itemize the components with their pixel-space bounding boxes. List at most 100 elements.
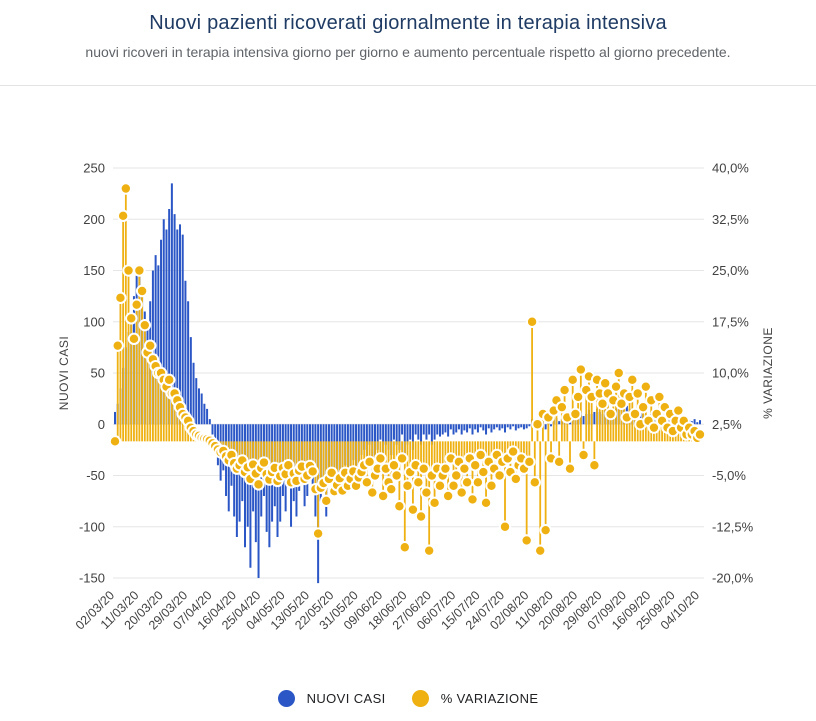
bar-nuovi-casi xyxy=(173,214,176,425)
svg-text:200: 200 xyxy=(83,212,105,227)
dot-variazione xyxy=(162,373,176,387)
bar-nuovi-casi xyxy=(479,424,482,428)
dot-variazione xyxy=(395,452,409,465)
dot-variazione xyxy=(376,489,390,503)
dot-variazione xyxy=(477,465,490,479)
bar-nuovi-casi xyxy=(390,424,393,455)
dot-variazione xyxy=(672,404,685,417)
dot-variazione xyxy=(138,318,151,332)
bar-nuovi-casi xyxy=(162,219,165,425)
dot-variazione xyxy=(609,380,623,393)
bar-nuovi-casi xyxy=(558,421,561,425)
svg-text:-100: -100 xyxy=(79,519,105,534)
svg-text:-12,5%: -12,5% xyxy=(712,519,754,534)
bar-nuovi-casi xyxy=(374,424,376,455)
dot-variazione xyxy=(458,462,471,475)
bar-nuovi-casi xyxy=(525,424,528,429)
dot-variazione xyxy=(417,462,430,475)
dot-variazione xyxy=(599,377,612,390)
dot-variazione xyxy=(479,496,493,510)
dot-variazione xyxy=(569,407,582,421)
bar-nuovi-casi xyxy=(176,229,179,425)
bar-nuovi-casi xyxy=(168,209,171,425)
bar-nuovi-casi xyxy=(409,424,412,440)
bar-nuovi-casi xyxy=(693,419,696,425)
dot-variazione xyxy=(125,312,138,325)
nuovi-casi-swatch-icon xyxy=(277,689,295,707)
bar-nuovi-casi xyxy=(249,424,252,568)
dot-variazione xyxy=(257,456,271,469)
bar-nuovi-casi xyxy=(452,424,455,435)
bar-nuovi-casi xyxy=(195,378,198,425)
bar-nuovi-casi xyxy=(449,424,452,430)
bar-nuovi-casi xyxy=(550,424,553,427)
dot-variazione xyxy=(509,472,523,486)
bar-nuovi-casi xyxy=(495,424,498,428)
dot-variazione xyxy=(127,332,141,346)
bar-nuovi-casi xyxy=(154,255,157,425)
bar-nuovi-casi xyxy=(417,424,420,440)
dot-variazione xyxy=(612,366,625,380)
bar-nuovi-casi xyxy=(444,424,447,433)
bar-nuovi-casi xyxy=(485,424,488,435)
dot-variazione xyxy=(471,476,485,489)
legend-item-variazione: % VARIAZIONE xyxy=(411,689,539,707)
dot-variazione xyxy=(252,478,265,491)
svg-text:150: 150 xyxy=(83,263,105,278)
bar-nuovi-casi xyxy=(501,424,504,429)
dot-variazione xyxy=(108,435,122,448)
bar-nuovi-casi xyxy=(422,424,425,435)
bar-nuovi-casi xyxy=(360,424,363,455)
svg-text:25,0%: 25,0% xyxy=(712,263,749,278)
dot-variazione xyxy=(135,284,149,298)
dot-variazione xyxy=(693,428,707,441)
dot-variazione xyxy=(639,380,653,393)
bar-nuovi-casi xyxy=(197,388,200,425)
bar-nuovi-casi xyxy=(471,424,474,435)
bar-nuovi-casi xyxy=(476,424,479,433)
bar-nuovi-casi xyxy=(455,424,458,433)
chart-legend: NUOVI CASI % VARIAZIONE xyxy=(0,683,816,713)
dot-variazione xyxy=(374,452,387,465)
page-subtitle: nuovi ricoveri in terapia intensiva gior… xyxy=(85,44,731,60)
bar-nuovi-casi xyxy=(200,393,203,425)
dot-variazione xyxy=(385,482,398,496)
dot-variazione xyxy=(520,534,533,547)
legend-item-nuovi-casi: NUOVI CASI xyxy=(277,689,386,707)
bar-nuovi-casi xyxy=(466,424,469,433)
bar-nuovi-casi xyxy=(363,424,366,450)
dot-variazione xyxy=(636,400,650,414)
dot-variazione xyxy=(320,494,333,507)
bar-nuovi-casi xyxy=(498,424,501,431)
bar-nuovi-casi xyxy=(430,424,433,445)
bar-nuovi-casi xyxy=(401,424,404,435)
dot-variazione xyxy=(647,421,661,434)
legend-label-nuovi-casi: NUOVI CASI xyxy=(306,690,386,706)
dot-variazione xyxy=(422,544,436,557)
dot-variazione xyxy=(604,407,617,421)
svg-text:250: 250 xyxy=(83,161,105,176)
bar-nuovi-casi xyxy=(157,265,160,425)
svg-text:2,5%: 2,5% xyxy=(712,417,742,432)
bar-nuovi-casi xyxy=(436,424,439,435)
bar-nuovi-casi xyxy=(257,424,260,578)
dot-variazione xyxy=(574,363,588,376)
dot-variazione xyxy=(122,264,135,277)
svg-text:32,5%: 32,5% xyxy=(712,212,749,227)
dot-variazione xyxy=(539,523,552,537)
bar-nuovi-casi xyxy=(460,424,463,435)
bar-nuovi-casi xyxy=(493,424,496,430)
dot-variazione xyxy=(534,544,547,557)
bar-nuovi-casi xyxy=(414,424,417,435)
bar-nuovi-casi xyxy=(244,424,246,548)
bar-nuovi-casi xyxy=(457,424,460,430)
svg-text:NUOVI CASI: NUOVI CASI xyxy=(57,336,71,410)
bar-nuovi-casi xyxy=(490,424,493,433)
bar-nuovi-casi xyxy=(384,424,387,445)
dot-variazione xyxy=(596,397,609,410)
bar-nuovi-casi xyxy=(428,424,431,435)
dot-variazione xyxy=(412,476,425,489)
svg-text:10,0%: 10,0% xyxy=(712,366,749,381)
svg-text:% VARIAZIONE: % VARIAZIONE xyxy=(761,327,775,419)
